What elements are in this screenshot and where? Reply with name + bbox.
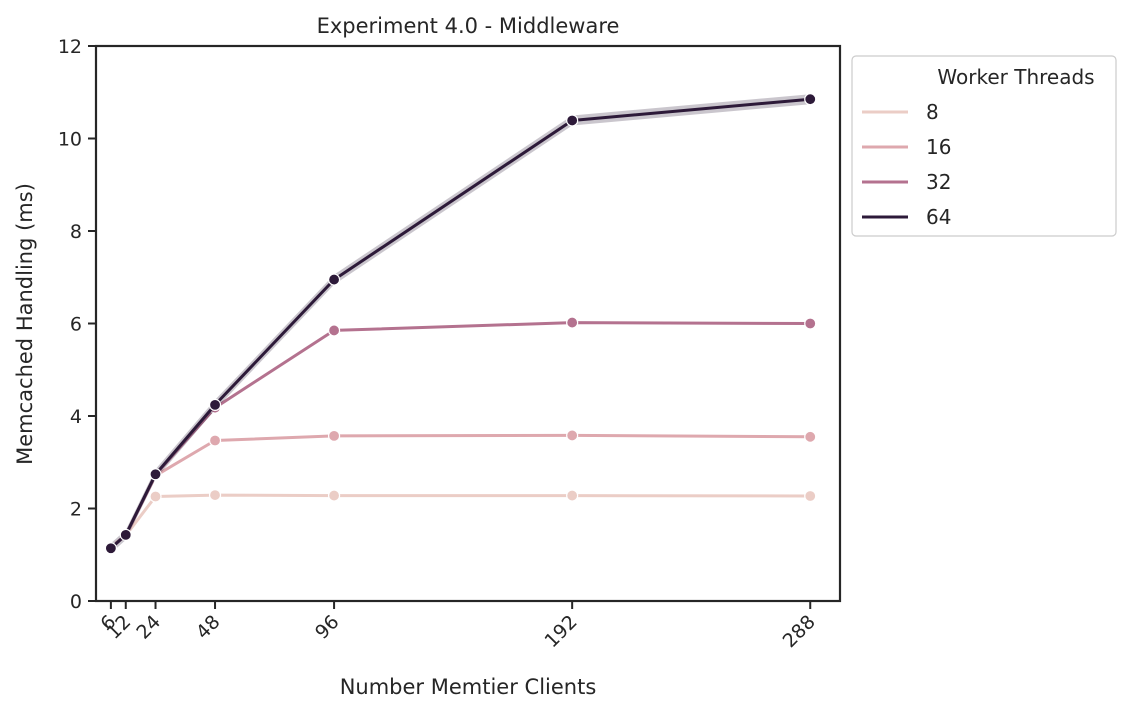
data-point (804, 317, 817, 330)
legend-label: 64 (926, 205, 951, 229)
data-point (104, 542, 117, 555)
data-point (149, 490, 162, 503)
y-axis-label: Memcached Handling (ms) (13, 183, 37, 465)
data-point (208, 398, 222, 411)
y-tick-label: 10 (58, 129, 82, 151)
x-tick-label: 48 (192, 611, 225, 644)
legend-label: 32 (926, 170, 951, 194)
legend-title: Worker Threads (937, 65, 1094, 89)
data-point (327, 489, 341, 502)
data-point (804, 93, 817, 106)
y-tick-label: 12 (58, 36, 82, 58)
x-tick-label: 288 (779, 611, 820, 652)
y-tick-label: 8 (70, 221, 82, 243)
y-tick-label: 6 (70, 314, 82, 336)
data-point (149, 468, 162, 481)
series-group (104, 93, 817, 555)
x-axis-label: Number Memtier Clients (340, 675, 597, 699)
data-point (566, 429, 579, 442)
legend-label: 8 (926, 100, 939, 124)
chart-title: Experiment 4.0 - Middleware (317, 14, 620, 38)
legend-label: 16 (926, 135, 951, 159)
series-64 (104, 93, 817, 555)
y-tick-label: 0 (70, 591, 82, 613)
y-tick-label: 2 (70, 499, 82, 521)
data-point (208, 488, 222, 502)
data-point (566, 114, 579, 127)
data-point (119, 528, 132, 541)
data-point (208, 434, 222, 447)
y-tick-label: 4 (70, 406, 82, 428)
legend: Worker Threads 8 16 32 64 (851, 55, 1117, 237)
y-axis: 0 2 4 6 8 10 12 (58, 36, 96, 613)
x-tick-label: 96 (311, 611, 344, 644)
data-point (566, 489, 579, 502)
data-point (566, 316, 579, 329)
data-point (327, 273, 341, 286)
data-point (327, 429, 341, 442)
legend-box (851, 55, 1117, 237)
data-point (804, 489, 817, 503)
data-point (327, 324, 341, 337)
x-tick-label: 24 (132, 611, 165, 644)
x-tick-label: 192 (540, 611, 581, 652)
data-point (804, 430, 817, 443)
